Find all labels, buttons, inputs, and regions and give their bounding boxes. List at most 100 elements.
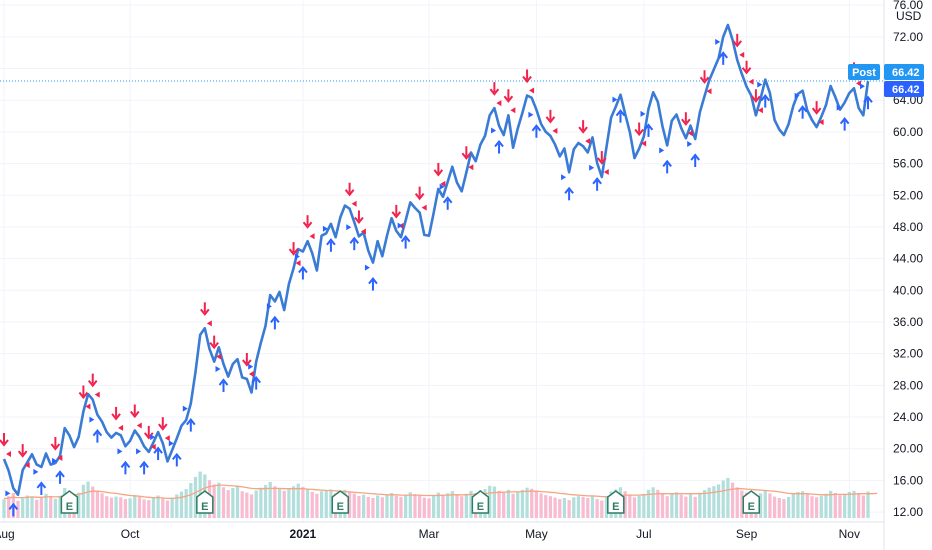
price-tag-label: Post xyxy=(852,67,876,79)
volume-bar xyxy=(595,499,599,518)
sell-signal-arrow xyxy=(699,70,712,95)
volume-bar xyxy=(847,491,851,518)
volume-bar xyxy=(502,493,506,518)
volume-bar xyxy=(516,491,520,518)
volume-bar xyxy=(446,493,450,518)
volume-bar xyxy=(488,485,492,518)
volume-bar xyxy=(628,494,632,518)
buy-signal-arrow xyxy=(860,83,873,110)
volume-bar xyxy=(707,487,711,518)
volume-bar xyxy=(469,490,473,518)
volume-bar xyxy=(390,493,394,518)
volume-bar xyxy=(282,490,286,518)
volume-bar xyxy=(319,491,324,518)
volume-bar xyxy=(245,492,249,518)
volume-bar xyxy=(562,498,567,518)
volume-bar xyxy=(119,497,123,518)
volume-bar xyxy=(109,497,114,518)
volume-bar xyxy=(184,489,188,518)
sell-signal-arrow xyxy=(634,122,647,147)
volume-bar xyxy=(189,483,193,518)
volume-bar xyxy=(805,494,809,518)
volume-bar xyxy=(212,484,216,518)
buy-signal-arrow xyxy=(491,127,504,154)
y-tick-label: 56.00 xyxy=(893,157,923,171)
sell-signal-arrow xyxy=(741,60,754,85)
volume-bar xyxy=(147,500,151,518)
buy-signal-arrow xyxy=(168,440,182,467)
y-tick-label: 60.00 xyxy=(893,125,923,139)
volume-bar xyxy=(240,491,244,518)
volume-bar xyxy=(254,490,258,518)
earnings-marker[interactable]: E xyxy=(607,490,625,514)
earnings-marker[interactable]: E xyxy=(196,490,214,514)
volume-bar xyxy=(665,496,669,518)
volume-bar xyxy=(726,478,730,518)
currency-label: USD xyxy=(896,9,922,23)
x-tick-label: Nov xyxy=(839,527,860,541)
volume-bar xyxy=(193,476,198,518)
volume-bar xyxy=(394,495,398,518)
volume-bar xyxy=(520,489,525,518)
sell-signal-arrow xyxy=(50,436,63,461)
volume-bar xyxy=(539,493,543,518)
volume-bar xyxy=(385,495,389,518)
volume-bar xyxy=(590,495,595,518)
buy-signal-arrow xyxy=(33,468,47,495)
earnings-marker[interactable]: E xyxy=(60,490,79,514)
buy-signal-arrow xyxy=(248,363,261,390)
x-tick-label: 2021 xyxy=(290,527,317,541)
volume-bar xyxy=(175,494,179,518)
sell-signal-arrow xyxy=(302,215,315,240)
volume-bar xyxy=(833,493,837,518)
volume-bar xyxy=(548,496,553,518)
sell-signal-arrow xyxy=(143,425,156,450)
sell-signal-arrow xyxy=(414,186,427,211)
buy-signal-arrow xyxy=(836,104,850,131)
volume-bar xyxy=(441,494,445,518)
y-axis[interactable]: 12.00 16.00 20.00 24.00 28.00 32.00 36.00 40.00… xyxy=(883,0,923,550)
x-axis[interactable]: AugOct2021MarMayJulSepNov2022 xyxy=(0,521,932,541)
volume-bar xyxy=(35,499,39,518)
buy-signal-arrow xyxy=(757,81,771,108)
volume-bar xyxy=(30,496,34,518)
buy-signal-arrow xyxy=(182,405,196,432)
y-tick-label: 44.00 xyxy=(893,252,923,266)
volume-bar xyxy=(544,495,548,518)
price-layer xyxy=(2,23,870,496)
earnings-marker[interactable]: E xyxy=(331,490,350,514)
volume-bar xyxy=(235,486,240,518)
volume-bar xyxy=(133,495,137,518)
earnings-marker-label: E xyxy=(477,501,484,513)
buy-signal-arrow xyxy=(215,365,229,392)
price-tag: 66.42 xyxy=(884,81,924,98)
earnings-marker[interactable]: E xyxy=(742,490,760,514)
volume-bar xyxy=(586,498,590,518)
volume-bar xyxy=(796,491,800,518)
volume-bar xyxy=(137,496,142,518)
earnings-marker[interactable]: E xyxy=(471,490,490,514)
buy-signal-arrow xyxy=(397,222,411,249)
volume-bar xyxy=(58,495,62,518)
volume-bar xyxy=(49,496,53,518)
volume-bar xyxy=(380,497,384,518)
volume-bar xyxy=(217,482,221,518)
volume-bar xyxy=(44,493,48,518)
volume-bar xyxy=(404,494,408,518)
buy-signal-arrow xyxy=(612,96,626,123)
volume-bar xyxy=(740,490,744,518)
sell-signal-arrow xyxy=(503,89,516,114)
volume-bar xyxy=(296,483,300,518)
volume-bar xyxy=(39,498,43,518)
volume-bar xyxy=(156,495,160,518)
y-tick-label: 40.00 xyxy=(893,283,923,297)
volume-bar xyxy=(674,492,679,518)
sell-signal-arrow xyxy=(209,335,222,360)
volume-bar xyxy=(492,486,497,518)
x-tick-label: Aug xyxy=(0,527,15,541)
sell-signal-arrow xyxy=(433,162,446,187)
volume-bar xyxy=(305,489,310,518)
volume-bar xyxy=(651,487,655,518)
